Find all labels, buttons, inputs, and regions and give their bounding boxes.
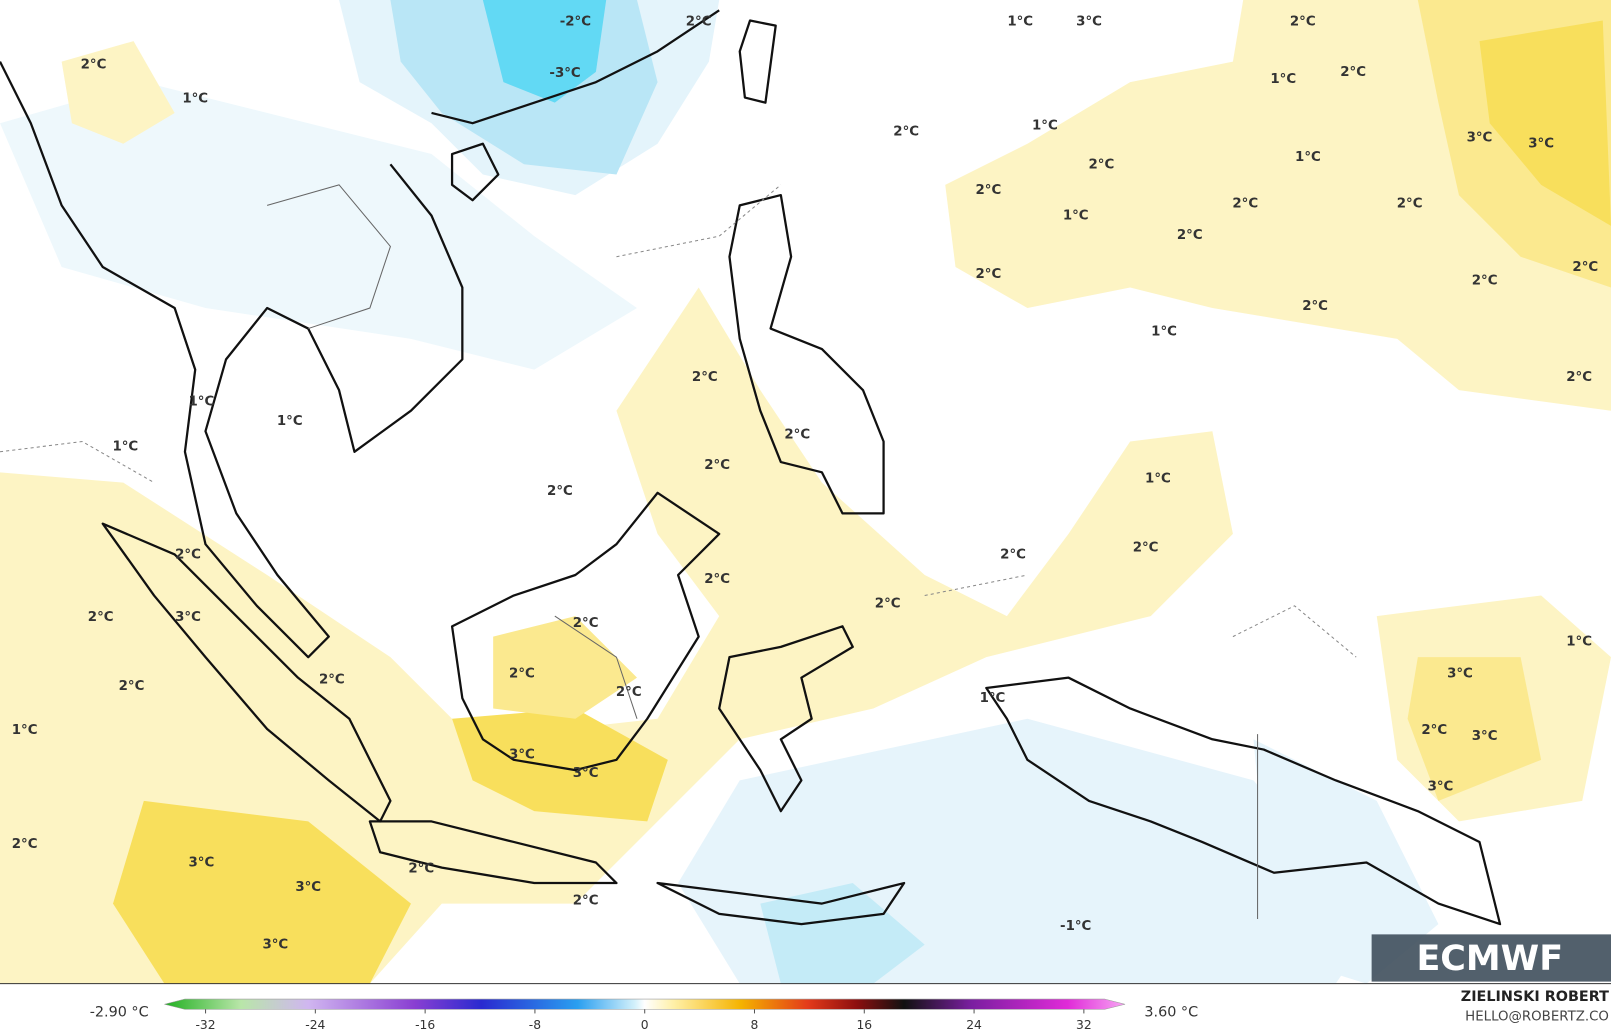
contour-label: 1°C bbox=[980, 691, 1006, 706]
contour-label: 2°C bbox=[1397, 196, 1423, 211]
contour-label: 3°C bbox=[1447, 667, 1473, 682]
contour-label: 2°C bbox=[1566, 370, 1592, 385]
contour-label: 2°C bbox=[1089, 157, 1115, 172]
contour-label: -3°C bbox=[549, 66, 580, 81]
contour-label: 2°C bbox=[1472, 273, 1498, 288]
contour-label: 2°C bbox=[547, 484, 573, 499]
contour-label: 3°C bbox=[1428, 780, 1454, 795]
contour-label: 1°C bbox=[277, 414, 303, 429]
contour-label: 2°C bbox=[12, 837, 38, 852]
colorbar-tick-label: -32 bbox=[195, 1018, 215, 1032]
contour-label: 2°C bbox=[875, 597, 901, 612]
contour-label: 2°C bbox=[1302, 299, 1328, 314]
contour-label: 1°C bbox=[12, 723, 38, 738]
contour-label: 3°C bbox=[509, 748, 535, 763]
colorbar-tick-label: 24 bbox=[966, 1018, 982, 1032]
colorbar: -32 -24 -16 -8 0 8 16 24 32 bbox=[164, 998, 1126, 1032]
colorbar-tick-label: -24 bbox=[305, 1018, 325, 1032]
colorbar-tick-label: 0 bbox=[641, 1018, 649, 1032]
contour-label: 2°C bbox=[408, 862, 434, 877]
credit-email: HELLO@ROBERTZ.CO bbox=[1465, 1010, 1609, 1025]
contour-label: 1°C bbox=[1566, 635, 1592, 650]
contour-label: 3°C bbox=[188, 856, 214, 871]
contour-label: 2°C bbox=[784, 427, 810, 442]
contour-label: 2°C bbox=[893, 124, 919, 139]
contour-label: 1°C bbox=[1007, 15, 1033, 30]
contour-label: 1°C bbox=[112, 440, 138, 455]
contour-label: 1°C bbox=[1032, 118, 1058, 133]
contour-label: 2°C bbox=[976, 267, 1002, 282]
contour-label: 2°C bbox=[1232, 196, 1258, 211]
colorbar-min: -2.90 °C bbox=[90, 1005, 149, 1021]
contour-label: 1°C bbox=[182, 92, 208, 107]
contour-label: 2°C bbox=[1572, 260, 1598, 275]
contour-label: 1°C bbox=[1063, 209, 1089, 224]
contour-label: 2°C bbox=[319, 673, 345, 688]
contour-labels: 2°C 1°C -2°C -3°C 2°C 1°C 3°C 2°C 1°C 2°C 3°C 3°C 2°… bbox=[12, 15, 1598, 953]
contour-label: 2°C bbox=[573, 893, 599, 908]
contour-label: -1°C bbox=[1060, 919, 1091, 934]
contour-label: 2°C bbox=[616, 685, 642, 700]
contour-label: 2°C bbox=[692, 370, 718, 385]
contour-label: 3°C bbox=[175, 610, 201, 625]
contour-label: 2°C bbox=[976, 183, 1002, 198]
contour-label: 2°C bbox=[175, 547, 201, 562]
credit-name: ZIELINSKI ROBERT bbox=[1461, 989, 1609, 1005]
contour-label: 3°C bbox=[1472, 729, 1498, 744]
coastlines bbox=[0, 9, 1502, 926]
contour-label: 1°C bbox=[188, 394, 214, 409]
logo: ECMWF bbox=[1416, 939, 1563, 979]
colorbar-tick-label: 8 bbox=[751, 1018, 759, 1032]
contour-label: 2°C bbox=[704, 458, 730, 473]
colorbar-tick-label: 32 bbox=[1076, 1018, 1092, 1032]
map-fields bbox=[0, 0, 1611, 984]
contour-label: -2°C bbox=[560, 15, 591, 30]
contour-label: 2°C bbox=[1000, 547, 1026, 562]
contour-label: 2°C bbox=[81, 58, 107, 73]
contour-label: 3°C bbox=[1076, 15, 1102, 30]
contour-label: 2°C bbox=[1177, 228, 1203, 243]
colorbar-tick-label: -16 bbox=[415, 1018, 435, 1032]
contour-label: 3°C bbox=[295, 880, 321, 895]
contour-label: 3°C bbox=[1528, 137, 1554, 152]
contour-label: 2°C bbox=[686, 15, 712, 30]
contour-label: 2°C bbox=[509, 667, 535, 682]
contour-label: 3°C bbox=[262, 938, 288, 953]
colorbar-tick-label: 16 bbox=[856, 1018, 872, 1032]
contour-label: 1°C bbox=[1151, 325, 1177, 340]
contour-label: 2°C bbox=[1290, 15, 1316, 30]
logo-box bbox=[1371, 934, 1611, 982]
contour-label: 1°C bbox=[1295, 150, 1321, 165]
contour-label: 2°C bbox=[88, 610, 114, 625]
contour-label: 1°C bbox=[1145, 471, 1171, 486]
colorbar-tick-label: -8 bbox=[529, 1018, 541, 1032]
contour-label: 3°C bbox=[573, 766, 599, 781]
contour-label: 2°C bbox=[1421, 723, 1447, 738]
contour-label: 3°C bbox=[1467, 131, 1493, 146]
contour-label: 2°C bbox=[1133, 540, 1159, 555]
colorbar-scale bbox=[164, 998, 1126, 1010]
contour-label: 2°C bbox=[119, 679, 145, 694]
contour-label: 2°C bbox=[704, 572, 730, 587]
contour-label: 1°C bbox=[1270, 72, 1296, 87]
colorbar-max: 3.60 °C bbox=[1144, 1005, 1198, 1021]
contour-label: 2°C bbox=[573, 616, 599, 631]
contour-label: 2°C bbox=[1340, 65, 1366, 80]
